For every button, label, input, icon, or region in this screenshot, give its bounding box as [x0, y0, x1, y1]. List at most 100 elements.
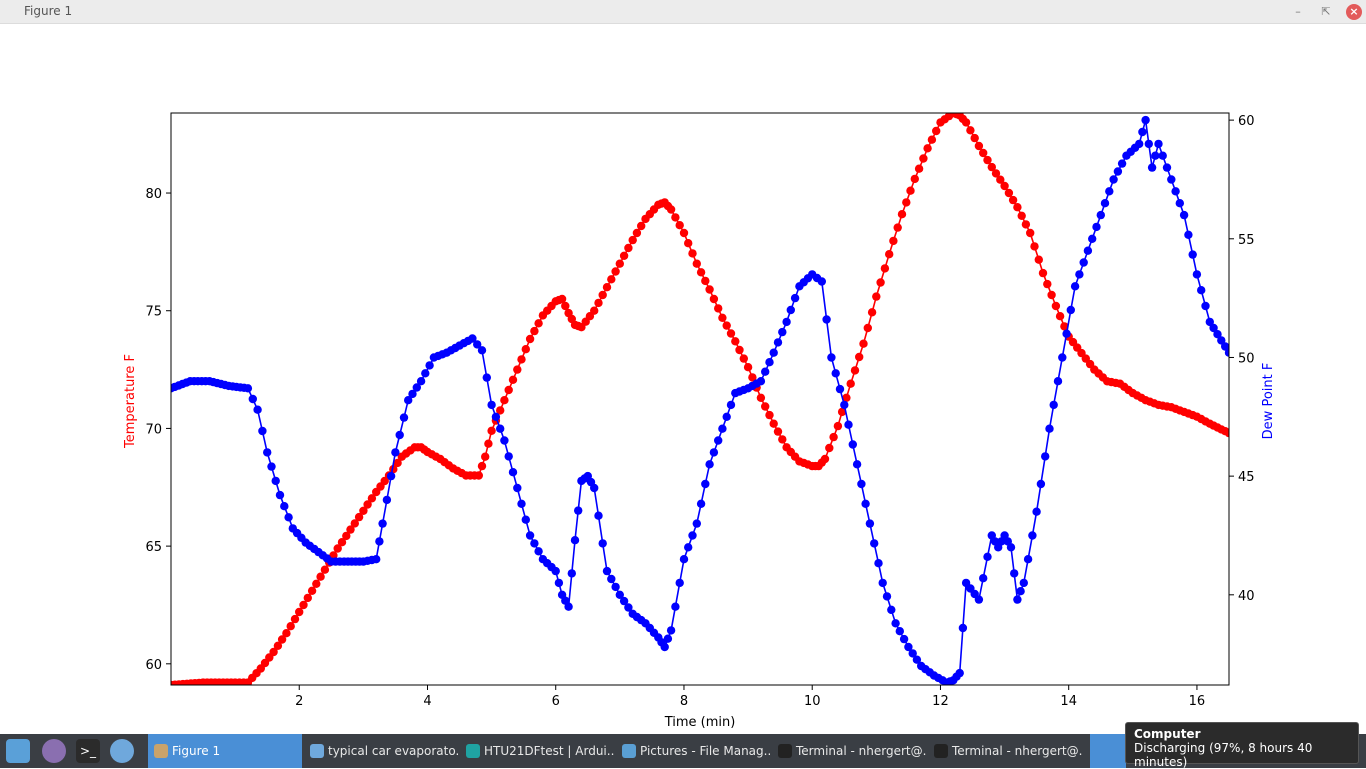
chromium-icon[interactable]: [110, 739, 134, 763]
data-point: [517, 355, 526, 364]
data-point: [961, 118, 971, 127]
maximize-icon[interactable]: ⇱: [1321, 5, 1331, 18]
close-icon[interactable]: ×: [1346, 4, 1362, 20]
data-point: [688, 249, 697, 258]
data-point: [1004, 188, 1014, 198]
data-point: [696, 499, 706, 508]
data-point: [991, 169, 1001, 178]
taskbar-item[interactable]: Pictures - File Manag...: [616, 734, 770, 768]
data-point: [897, 210, 907, 219]
data-point: [1144, 139, 1154, 149]
data-point: [1175, 199, 1185, 208]
data-point: [1060, 322, 1069, 331]
taskbar-item-label: Pictures - File Manag...: [640, 744, 770, 758]
data-point: [1138, 127, 1147, 137]
data-point: [1047, 290, 1056, 300]
data-point: [761, 367, 770, 376]
taskbar-item[interactable]: Terminal - nhergert@...: [928, 734, 1082, 768]
data-point: [701, 276, 710, 286]
taskbar-item[interactable]: typical car evaporato...: [304, 734, 458, 768]
taskbar-item[interactable]: Terminal - nhergert@...: [772, 734, 926, 768]
data-point: [594, 511, 603, 520]
data-point: [1088, 234, 1097, 243]
data-point: [280, 502, 289, 511]
data-point: [1075, 270, 1084, 279]
data-point: [1019, 578, 1028, 588]
data-point: [399, 413, 409, 422]
data-point: [756, 377, 766, 386]
y-right-tick-label: 55: [1238, 233, 1255, 248]
data-point: [561, 301, 570, 311]
data-point: [530, 326, 539, 336]
data-point: [1224, 348, 1229, 357]
data-point: [1224, 428, 1229, 438]
data-point: [412, 383, 421, 392]
data-point: [709, 448, 719, 457]
data-point: [684, 239, 693, 248]
data-point: [718, 424, 727, 433]
data-point: [525, 334, 535, 344]
data-point: [1221, 342, 1229, 351]
data-point: [1062, 329, 1071, 338]
data-point: [927, 135, 937, 144]
data-point: [1184, 230, 1193, 239]
data-point: [852, 460, 862, 469]
data-point: [679, 228, 689, 238]
data-point: [1197, 286, 1206, 295]
data-point: [974, 141, 984, 151]
data-point: [508, 375, 518, 384]
tray-figure-button[interactable]: [1090, 734, 1126, 768]
data-point: [1154, 139, 1163, 149]
y-left-tick-label: 65: [145, 540, 162, 555]
data-point: [513, 483, 522, 493]
data-point: [1049, 400, 1058, 410]
data-point: [554, 578, 564, 588]
data-point: [761, 402, 770, 411]
data-point: [743, 363, 753, 372]
data-point: [1217, 336, 1226, 345]
terminal-icon[interactable]: >_: [76, 739, 100, 763]
chromium-icon: [310, 744, 324, 758]
data-point: [914, 164, 924, 173]
data-point: [867, 308, 877, 317]
data-point: [663, 634, 673, 643]
data-point: [660, 642, 669, 652]
data-point: [1045, 424, 1054, 433]
data-point: [299, 600, 308, 610]
y-left-tick-label: 60: [145, 658, 162, 673]
data-point: [1179, 210, 1189, 220]
data-point: [1070, 282, 1080, 291]
x-tick-label: 4: [423, 694, 431, 709]
data-point: [756, 393, 766, 402]
data-point: [342, 531, 351, 541]
data-point: [859, 339, 868, 348]
data-point: [1079, 258, 1088, 267]
data-point: [611, 582, 620, 592]
data-point: [637, 221, 646, 231]
data-point: [574, 506, 583, 515]
taskbar-item[interactable]: Figure 1: [148, 734, 302, 768]
taskbar-item[interactable]: HTU21DFtest | Ardui...: [460, 734, 614, 768]
minimize-icon[interactable]: –: [1295, 5, 1301, 18]
data-point: [346, 525, 355, 534]
data-point: [769, 348, 778, 357]
data-point: [496, 424, 505, 433]
data-point: [692, 259, 701, 268]
data-point: [1026, 228, 1035, 238]
taskbar-item-label: Terminal - nhergert@...: [952, 744, 1082, 758]
data-point: [684, 543, 693, 552]
y-right-tick-label: 45: [1238, 470, 1255, 485]
data-point: [382, 495, 392, 505]
screenshot-icon[interactable]: [42, 739, 66, 763]
whisker-menu-icon[interactable]: [6, 739, 30, 763]
data-point: [910, 174, 919, 184]
data-point: [1038, 268, 1048, 278]
data-point: [861, 499, 870, 508]
data-point: [790, 293, 800, 303]
series-layer: [171, 113, 1229, 685]
data-point: [598, 539, 607, 548]
data-point: [1205, 317, 1215, 327]
data-point: [1066, 305, 1076, 315]
data-point: [273, 641, 283, 650]
data-point: [474, 471, 483, 480]
